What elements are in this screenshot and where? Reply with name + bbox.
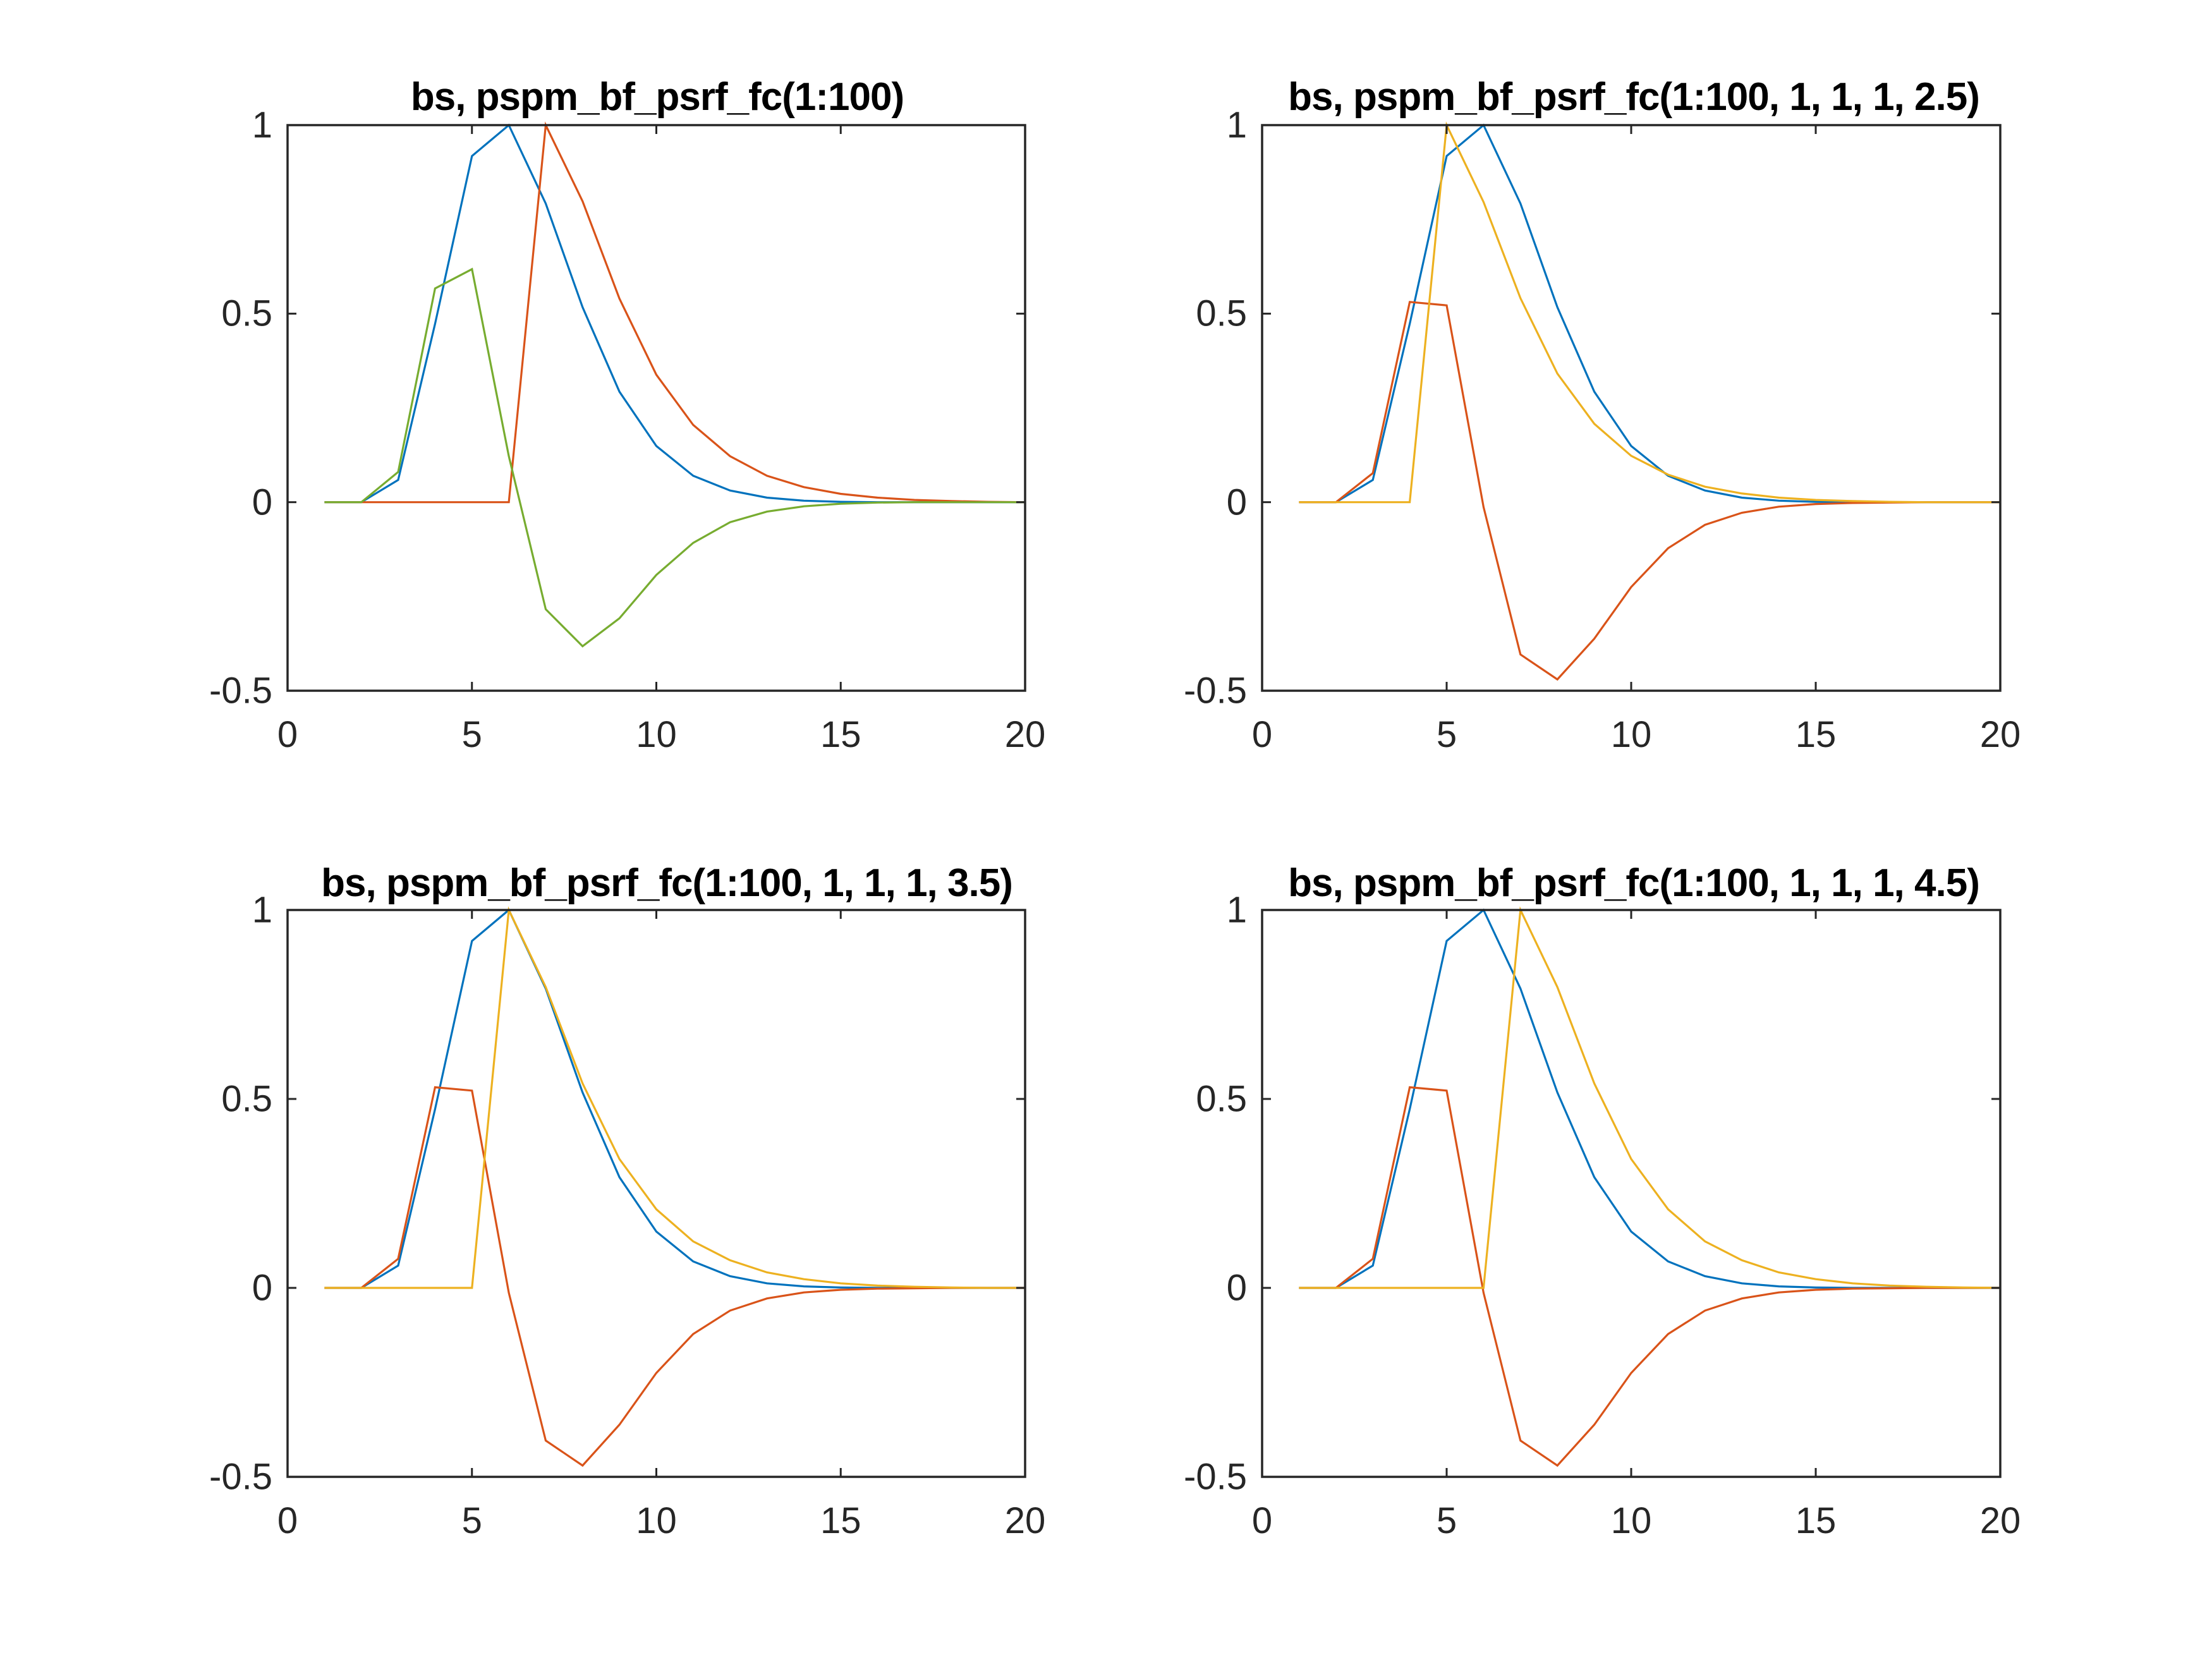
y-tick-label: 0 bbox=[252, 482, 272, 523]
subplot-3-axes bbox=[286, 906, 1026, 1478]
x-tick-label: 15 bbox=[820, 714, 861, 755]
axes-box bbox=[1261, 124, 2002, 692]
x-tick-label: 10 bbox=[1610, 1500, 1652, 1541]
y-tick-label: 0 bbox=[1226, 482, 1247, 523]
series-line-1 bbox=[324, 908, 1025, 1289]
x-tick-label: 20 bbox=[1979, 1500, 2021, 1541]
x-tick-label: 5 bbox=[461, 714, 482, 755]
series-line-3 bbox=[324, 267, 1025, 648]
x-tick-label: 5 bbox=[1436, 714, 1457, 755]
series-line-3 bbox=[324, 906, 1025, 1289]
x-tick-label: 20 bbox=[1004, 714, 1046, 755]
subplot-2-title: bs, pspm_bf_psrf_fc(1:100, 1, 1, 1, 2.5) bbox=[1288, 75, 1980, 119]
subplot-1-axes bbox=[286, 121, 1026, 692]
x-tick-label: 0 bbox=[1251, 714, 1273, 755]
series-line-1 bbox=[1299, 908, 2000, 1289]
subplot-4-title: bs, pspm_bf_psrf_fc(1:100, 1, 1, 1, 4.5) bbox=[1288, 861, 1980, 905]
x-tick-label: 10 bbox=[1610, 714, 1652, 755]
x-tick-label: 0 bbox=[277, 1500, 298, 1541]
y-tick-label: 0 bbox=[1226, 1267, 1247, 1309]
subplot-2-axes bbox=[1261, 121, 2002, 692]
x-tick-label: 20 bbox=[1004, 1500, 1046, 1541]
series-line-2 bbox=[324, 1086, 1025, 1467]
y-tick-label: -0.5 bbox=[1184, 670, 1247, 712]
axes-box bbox=[286, 909, 1026, 1478]
y-tick-label: -0.5 bbox=[209, 1456, 272, 1498]
x-tick-label: 5 bbox=[1436, 1500, 1457, 1541]
x-tick-label: 20 bbox=[1979, 714, 2021, 755]
y-tick-label: -0.5 bbox=[209, 670, 272, 712]
y-tick-label: 1 bbox=[1226, 889, 1247, 931]
x-tick-label: 10 bbox=[636, 714, 677, 755]
series-line-2 bbox=[324, 121, 1026, 504]
subplot-3-title: bs, pspm_bf_psrf_fc(1:100, 1, 1, 1, 3.5) bbox=[321, 861, 1013, 905]
y-tick-label: 1 bbox=[1226, 104, 1247, 146]
x-tick-label: 15 bbox=[1795, 714, 1837, 755]
axes-box bbox=[1261, 909, 2002, 1478]
x-tick-label: 0 bbox=[1251, 1500, 1273, 1541]
x-tick-label: 5 bbox=[461, 1500, 482, 1541]
series-line-3 bbox=[1299, 906, 2001, 1289]
series-line-2 bbox=[1299, 1086, 2000, 1467]
subplot-1-title: bs, pspm_bf_psrf_fc(1:100) bbox=[410, 75, 904, 119]
series-line-1 bbox=[1299, 123, 2000, 504]
y-tick-label: -0.5 bbox=[1184, 1456, 1247, 1498]
x-tick-label: 15 bbox=[820, 1500, 861, 1541]
x-tick-label: 15 bbox=[1795, 1500, 1837, 1541]
y-tick-label: 1 bbox=[252, 104, 272, 146]
y-tick-label: 0.5 bbox=[1196, 293, 1247, 334]
x-tick-label: 10 bbox=[636, 1500, 677, 1541]
y-tick-label: 0.5 bbox=[1196, 1078, 1247, 1120]
y-tick-label: 0.5 bbox=[221, 293, 272, 334]
x-tick-label: 0 bbox=[277, 714, 298, 755]
subplot-4-axes bbox=[1261, 906, 2002, 1478]
axes-box bbox=[286, 124, 1026, 692]
y-tick-label: 0 bbox=[252, 1267, 272, 1309]
y-tick-label: 0.5 bbox=[221, 1078, 272, 1120]
y-tick-label: 1 bbox=[252, 889, 272, 931]
series-line-2 bbox=[1299, 301, 2000, 681]
series-line-3 bbox=[1299, 121, 2000, 504]
